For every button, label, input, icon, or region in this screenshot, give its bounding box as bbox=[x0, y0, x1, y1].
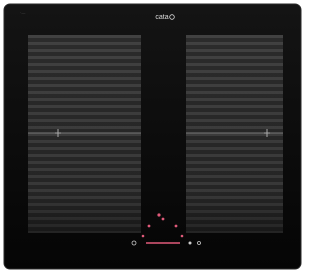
page: ·— cata bbox=[0, 0, 305, 273]
control-dot[interactable] bbox=[162, 218, 165, 221]
control-dot[interactable] bbox=[157, 213, 160, 216]
cooktop: ·— cata bbox=[0, 0, 305, 273]
brand-logo: cata bbox=[155, 14, 168, 21]
control-dot[interactable] bbox=[181, 235, 184, 238]
corner-mark: ·— bbox=[20, 10, 25, 15]
control-button[interactable] bbox=[189, 242, 192, 245]
control-dot[interactable] bbox=[142, 235, 145, 238]
right-zone-shade bbox=[186, 35, 283, 233]
left-zone-shade bbox=[28, 35, 141, 233]
control-dot[interactable] bbox=[175, 225, 178, 228]
control-dot[interactable] bbox=[148, 225, 151, 228]
